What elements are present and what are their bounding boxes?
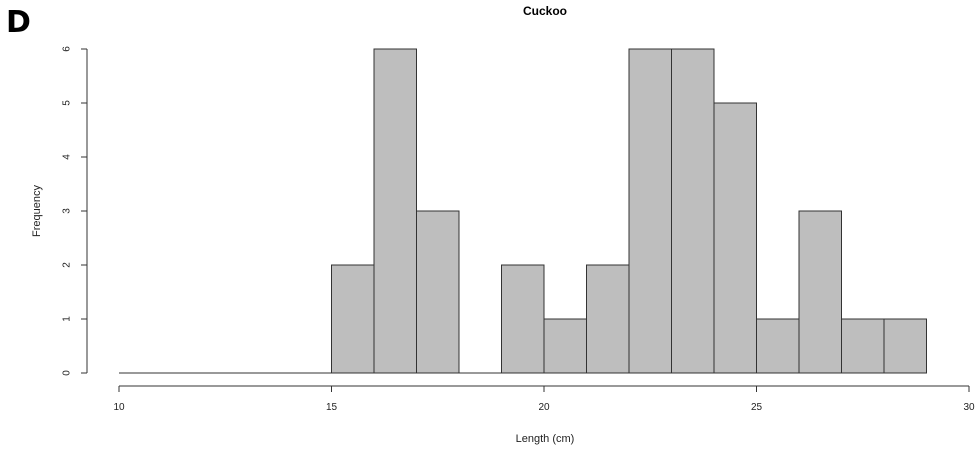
histogram-bar-5 — [331, 264, 375, 374]
histogram-bar-6 — [373, 48, 417, 374]
panel-label: D — [6, 5, 31, 40]
histogram-bar-12 — [628, 48, 672, 374]
y-tick-label: 0 — [62, 370, 73, 376]
x-tick-label: 25 — [751, 402, 763, 413]
y-tick-label: 2 — [62, 262, 73, 268]
x-tick-label: 20 — [538, 402, 550, 413]
x-tick-label: 30 — [963, 402, 975, 413]
y-tick-label: 6 — [62, 46, 73, 52]
histogram-bar-15 — [756, 318, 800, 374]
x-tick-label: 15 — [326, 402, 338, 413]
histogram-bar-10 — [543, 318, 587, 374]
y-tick-label: 1 — [62, 316, 73, 322]
histogram-bars — [119, 48, 927, 374]
y-axis-label: Frequency — [31, 185, 43, 237]
x-axis: 10 15 20 25 30 — [113, 385, 975, 413]
histogram-bar-14 — [713, 102, 757, 374]
chart-title: Cuckoo — [523, 4, 567, 18]
y-tick-label: 5 — [62, 100, 73, 106]
histogram-bar-7 — [416, 210, 460, 374]
histogram-bar-16 — [798, 210, 842, 374]
histogram-bar-11 — [586, 264, 630, 374]
y-tick-label: 4 — [62, 154, 73, 160]
histogram-bar-18 — [883, 318, 927, 374]
histogram-bar-13 — [671, 48, 715, 374]
y-axis: 0 1 2 3 4 5 6 — [62, 46, 88, 376]
histogram-bar-17 — [841, 318, 885, 374]
y-tick-label: 3 — [62, 208, 73, 214]
x-tick-label: 10 — [113, 402, 125, 413]
x-axis-label: Length (cm) — [516, 433, 575, 445]
histogram-bar-9 — [501, 264, 545, 374]
